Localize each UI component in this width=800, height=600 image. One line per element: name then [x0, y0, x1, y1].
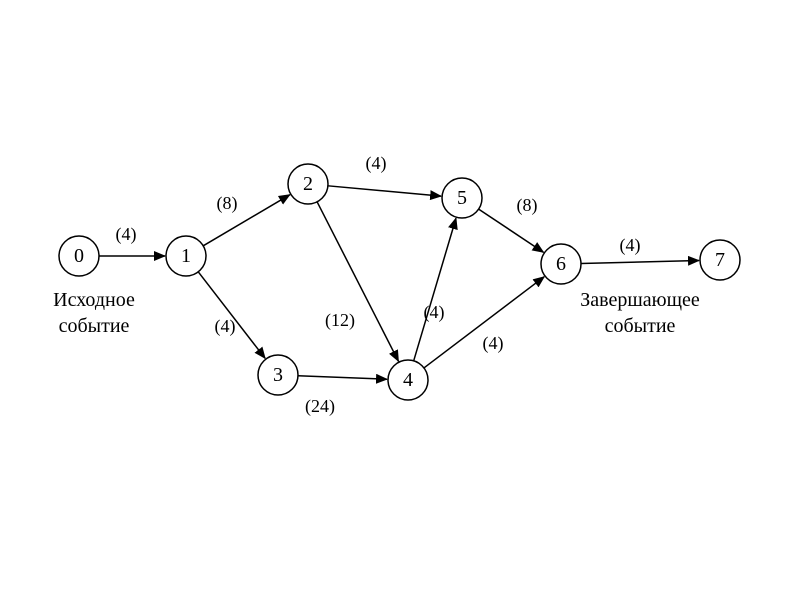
edge-weight-3-4: (24) — [305, 396, 335, 417]
edge-weight-4-5: (4) — [424, 302, 445, 323]
node-label-7: 7 — [715, 249, 725, 271]
node-label-1: 1 — [181, 245, 191, 267]
edge-weight-6-7: (4) — [620, 235, 641, 256]
edge-4-6 — [424, 277, 544, 368]
diagram-label-3: событие — [605, 315, 676, 337]
edge-6-7 — [581, 261, 699, 264]
node-label-6: 6 — [556, 253, 566, 275]
edge-weight-2-4: (12) — [325, 310, 355, 331]
edge-weight-1-3: (4) — [215, 316, 236, 337]
node-label-3: 3 — [273, 364, 283, 386]
edge-3-4 — [298, 376, 387, 379]
diagram-label-1: событие — [59, 315, 130, 337]
diagram-label-2: Завершающее — [580, 289, 700, 311]
labels-layer: Исходное событие Завершающее событие — [53, 289, 700, 337]
node-label-0: 0 — [74, 245, 84, 267]
edge-4-5 — [414, 218, 456, 361]
edge-2-5 — [328, 186, 441, 196]
edge-weight-1-2: (8) — [217, 193, 238, 214]
nodes-layer: 0 1 2 3 4 5 6 7 — [59, 164, 740, 400]
edge-weight-5-6: (8) — [517, 195, 538, 216]
edge-weight-0-1: (4) — [116, 224, 137, 245]
network-diagram: (4) (8) (4) (4) (12) (24) (4) (4) (8) (4) 0 1 2 3 4 5 6… — [0, 0, 800, 600]
node-label-2: 2 — [303, 173, 313, 195]
edge-5-6 — [479, 209, 544, 252]
node-label-5: 5 — [457, 187, 467, 209]
edge-weight-4-6: (4) — [483, 333, 504, 354]
edge-weight-2-5: (4) — [366, 153, 387, 174]
diagram-label-0: Исходное — [53, 289, 135, 311]
node-label-4: 4 — [403, 369, 413, 391]
edge-2-4 — [317, 202, 398, 361]
